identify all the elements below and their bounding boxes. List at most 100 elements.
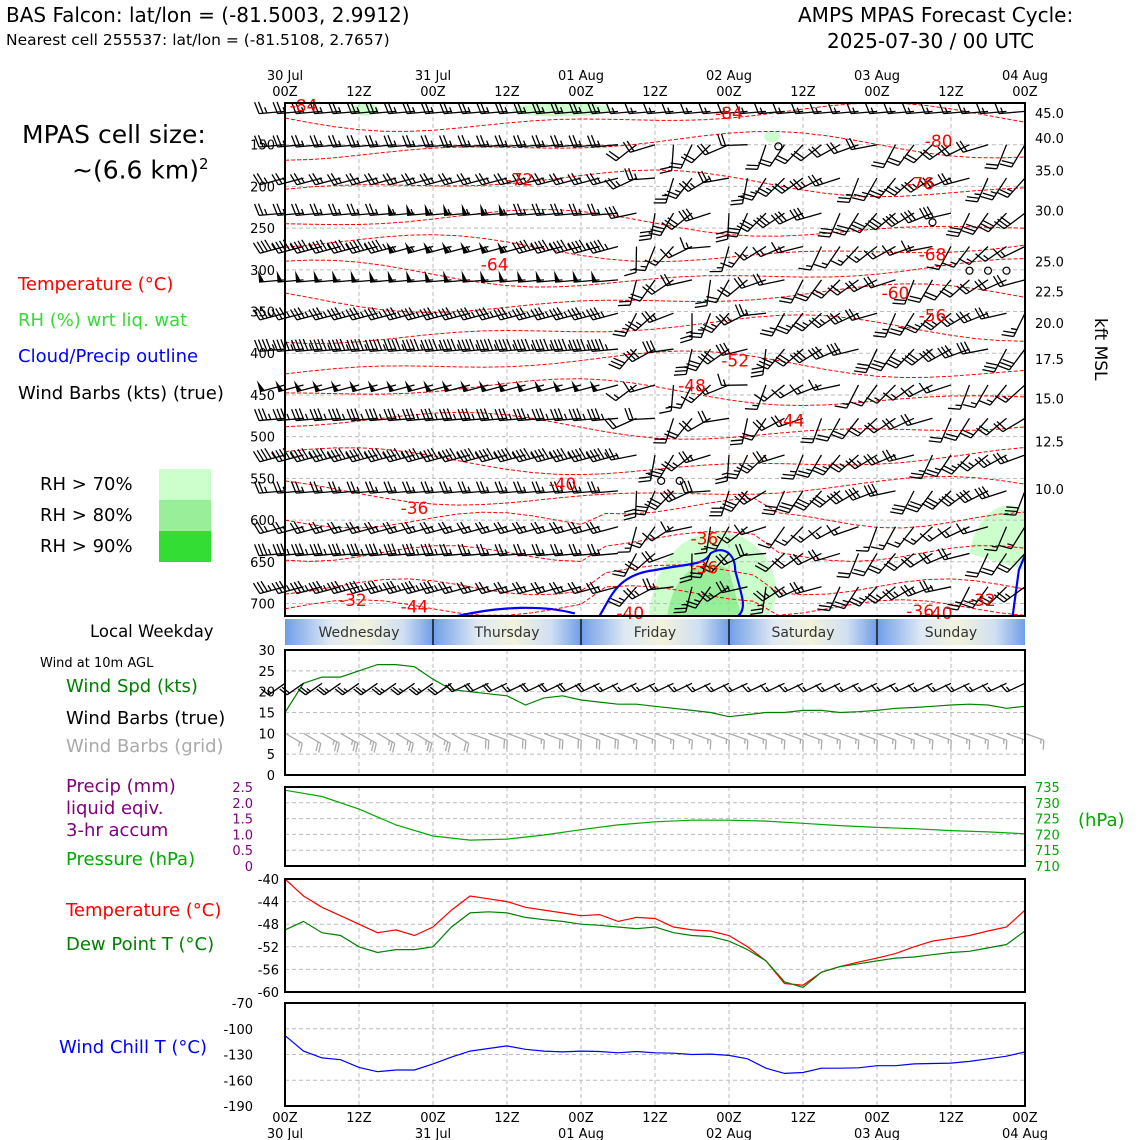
xsection-wind-barb [289,173,323,186]
xsection-wind-barb [836,177,860,203]
xsection-wind-barb [978,384,1008,406]
rh70-region [512,102,613,117]
top-hour-label: 12Z [790,85,816,100]
xsection-wind-barb [530,521,563,535]
windspeed-tick-label: 10 [258,727,275,742]
top-hour-label: 12Z [346,85,372,100]
top-date-label: 03 Aug [854,69,900,84]
xsection-wind-barb [715,342,748,356]
xsection-wind-barb [808,144,841,158]
xsection-wind-barb [308,239,341,254]
surface-wind-barb-true [963,682,989,693]
surface-wind-barb-grid [913,732,934,750]
xsection-wind-barb [678,208,711,222]
xsection-wind-barb [308,173,341,186]
xsection-wind-barb [668,144,693,169]
xsection-wind-barb [497,380,526,393]
xsection-wind-barb [974,279,1007,292]
xsection-wind-barb [886,144,915,167]
xsection-wind-barb [530,581,563,595]
xsection-wind-barb [759,312,786,337]
windchill-tick-label: -160 [223,1074,253,1089]
kft-tick-label: 20.0 [1035,317,1064,332]
xsection-wind-barb [345,307,378,321]
xsection-wind-barb [548,173,582,186]
xsection-wind-barb [382,307,415,321]
surface-wind-barb-true [463,682,489,693]
xsection-wind-barb [921,490,952,510]
xsection-wind-barb [957,454,989,472]
surface-wind-barb-grid [673,732,693,750]
xsection-wind-barb [886,526,915,548]
kft-tick-label: 12.5 [1035,436,1064,451]
xsection-wind-barb [386,241,415,254]
xsection-wind-barb [644,246,674,267]
xsection-wind-barb [290,481,323,494]
xsection-wind-barb [345,173,378,186]
xsection-wind-barb [367,380,397,393]
xsection-wind-barb [474,521,508,535]
xsection-wind-barb [992,245,1026,259]
xsection-wind-barb [511,239,545,254]
kft-tick-label: 25.0 [1035,255,1064,270]
pressure-tick-label: 500 [250,431,275,446]
kft-tick-label: 15.0 [1035,392,1064,407]
xsection-wind-barb [386,380,415,393]
xsection-wind-barb [253,101,286,115]
xsection-wind-barb [401,543,434,557]
xsection-wind-barb [863,483,896,497]
xsection-wind-barb [734,543,767,557]
xsection-wind-barb [730,177,749,206]
xsection-wind-barb [900,177,933,193]
surface-wind-barb-true [353,682,378,696]
top-hour-label: 00Z [864,85,890,100]
xsection-wind-barb [638,213,656,242]
xsection-wind-barb [511,447,545,463]
legend-dewpoint: Dew Point T (°C) [66,934,215,955]
xsection-wind-barb [271,580,304,595]
xsection-wind-barb [961,212,989,236]
xsection-wind-barb [326,173,360,186]
surface-wind-barb-true [796,682,822,693]
xsection-wind-barb [680,384,711,404]
xsection-wind-barb [673,348,693,376]
xsection-wind-barb [641,311,674,324]
windchill-line [284,1035,1026,1075]
top-hour-label: 00Z [272,85,298,100]
calm-circle [774,142,783,151]
surface-wind-barb-grid [691,732,712,750]
xsection-wind-barb [999,144,1026,168]
legend-wind-speed: Wind Spd (kts) [66,676,198,697]
surface-wind-barb-true [926,682,952,693]
windspeed-tick-label: 0 [267,769,275,784]
legend-wind-barbs: Wind Barbs (kts) (true) [18,383,224,404]
surface-wind-barb-true [408,682,434,696]
pressure-tick-label: 735 [1035,781,1060,796]
xsection-wind-barb [926,246,952,271]
bottom-date-label: 31 Jul [415,1127,451,1140]
xsection-wind-barb [845,454,878,470]
xsection-wind-barb [844,487,878,501]
top-date-label: 02 Aug [706,69,752,84]
surface-wind-barb-grid [969,732,989,750]
surface-wind-barb-true [316,682,341,696]
surface-wind-barb-true [704,682,730,693]
xsection-wind-barb [456,447,489,463]
xsection-wind-barb [382,521,415,535]
xsection-wind-barb [668,384,693,409]
temperature-contour-label: -84 [290,96,318,116]
xsection-wind-barb [955,311,989,324]
xsection-wind-barb [918,382,952,394]
temperature-tick-label: -40 [258,873,279,888]
xsection-wind-barb [836,553,860,579]
xsection-wind-barb [653,177,675,204]
bottom-hour-label: 12Z [494,1111,520,1126]
xsection-wind-barb [900,584,933,597]
top-hour-label: 12Z [642,85,668,100]
windchill-tick-label: -100 [223,1023,253,1038]
xsection-wind-barb [548,581,582,595]
xsection-wind-barb [438,481,471,494]
bottom-date-label: 02 Aug [706,1127,752,1140]
xsection-wind-barb [419,307,452,321]
xsection-wind-barb [456,581,489,595]
